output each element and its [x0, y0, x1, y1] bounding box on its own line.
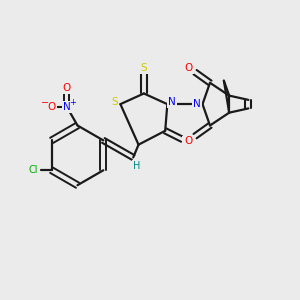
Text: O: O: [184, 137, 192, 148]
Text: H: H: [133, 161, 140, 171]
Text: Cl: Cl: [29, 165, 38, 175]
Text: N: N: [63, 102, 71, 112]
Text: O: O: [48, 102, 56, 112]
Text: N: N: [193, 99, 201, 109]
Text: O: O: [184, 63, 193, 73]
Text: +: +: [69, 98, 76, 106]
Text: O: O: [184, 136, 193, 146]
Text: N: N: [168, 97, 176, 107]
Text: S: S: [112, 97, 119, 107]
Text: O: O: [63, 83, 71, 93]
Text: −: −: [41, 98, 50, 108]
Text: S: S: [141, 63, 147, 73]
